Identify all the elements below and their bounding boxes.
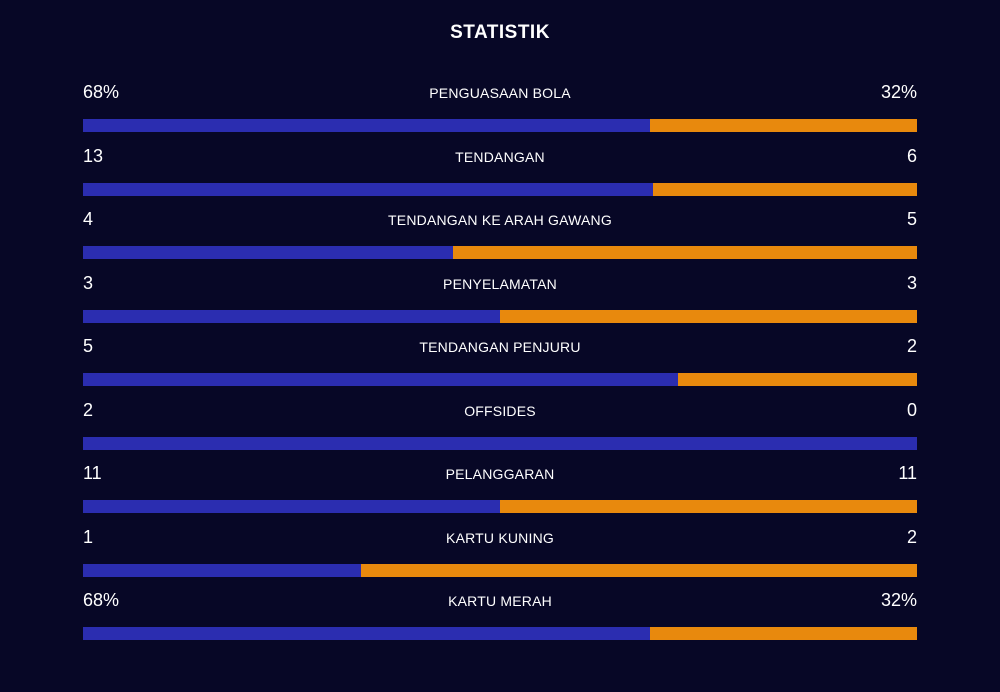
home-bar-fill (83, 500, 500, 513)
home-value: 5 (83, 336, 94, 356)
stat-row-fouls: 11 PELANGGARAN 11 (83, 461, 917, 525)
stat-row-offsides: 2 OFFSIDES 0 (83, 398, 917, 462)
comparison-bar (83, 500, 917, 513)
stat-label: TENDANGAN PENJURU (419, 339, 581, 355)
away-value: 32% (880, 590, 917, 610)
comparison-bar (83, 119, 917, 132)
comparison-bar (83, 373, 917, 386)
comparison-bar (83, 309, 917, 323)
home-value: 1 (83, 526, 94, 547)
home-value: 11 (83, 463, 102, 483)
stat-label: TENDANGAN (455, 148, 545, 165)
away-value: 5 (906, 209, 917, 229)
stats-list: 68% PENGUASAAN BOLA 32% 13 TENDANGAN 6 4… (83, 80, 917, 652)
comparison-bar (83, 563, 917, 577)
home-value: 13 (83, 145, 104, 166)
stat-row-yellow-cards: 1 KARTU KUNING 2 (83, 525, 917, 589)
away-bar-fill (453, 246, 917, 259)
stat-label: PENYELAMATAN (443, 275, 557, 292)
page-title: STATISTIK (450, 22, 550, 43)
home-value: 2 (83, 399, 94, 420)
away-value: 0 (906, 399, 917, 420)
away-bar-fill (360, 563, 917, 577)
comparison-bar (83, 436, 917, 450)
away-bar-fill (653, 182, 917, 196)
comparison-bar (83, 182, 917, 196)
stat-label: TENDANGAN KE ARAH GAWANG (388, 212, 612, 228)
home-value: 3 (83, 272, 94, 293)
stat-row-saves: 3 PENYELAMATAN 3 (83, 271, 917, 335)
stat-row-red-cards: 68% KARTU MERAH 32% (83, 588, 917, 652)
away-value: 2 (906, 336, 917, 356)
home-value: 4 (83, 209, 94, 229)
stat-row-corners: 5 TENDANGAN PENJURU 2 (83, 334, 917, 398)
away-bar-fill (500, 309, 917, 323)
away-value: 3 (906, 272, 917, 293)
home-bar-fill (83, 373, 679, 386)
home-bar-fill (83, 563, 361, 577)
stat-label: PELANGGARAN (445, 466, 555, 482)
stat-label: OFFSIDES (464, 402, 536, 419)
stat-row-possession: 68% PENGUASAAN BOLA 32% (83, 80, 917, 144)
away-value: 2 (906, 526, 917, 547)
home-bar-fill (83, 182, 654, 196)
comparison-bar (83, 246, 917, 259)
away-value: 11 (898, 463, 917, 483)
home-bar-fill (83, 119, 651, 132)
away-value: 6 (906, 145, 917, 166)
home-bar-fill (83, 309, 500, 323)
home-bar-fill (83, 627, 651, 640)
stat-row-shots: 13 TENDANGAN 6 (83, 144, 917, 208)
away-bar-fill (500, 500, 917, 513)
away-bar-fill (650, 627, 917, 640)
away-bar-fill (678, 373, 917, 386)
home-bar-fill (83, 436, 917, 450)
stat-label: KARTU MERAH (448, 593, 552, 609)
home-bar-fill (83, 246, 454, 259)
stat-row-shots-on-target: 4 TENDANGAN KE ARAH GAWANG 5 (83, 207, 917, 271)
home-value: 68% (83, 82, 120, 102)
away-bar-fill (650, 119, 917, 132)
stat-label: KARTU KUNING (446, 529, 554, 546)
comparison-bar (83, 627, 917, 640)
stat-label: PENGUASAAN BOLA (429, 85, 571, 101)
away-value: 32% (880, 82, 917, 102)
home-value: 68% (83, 590, 120, 610)
